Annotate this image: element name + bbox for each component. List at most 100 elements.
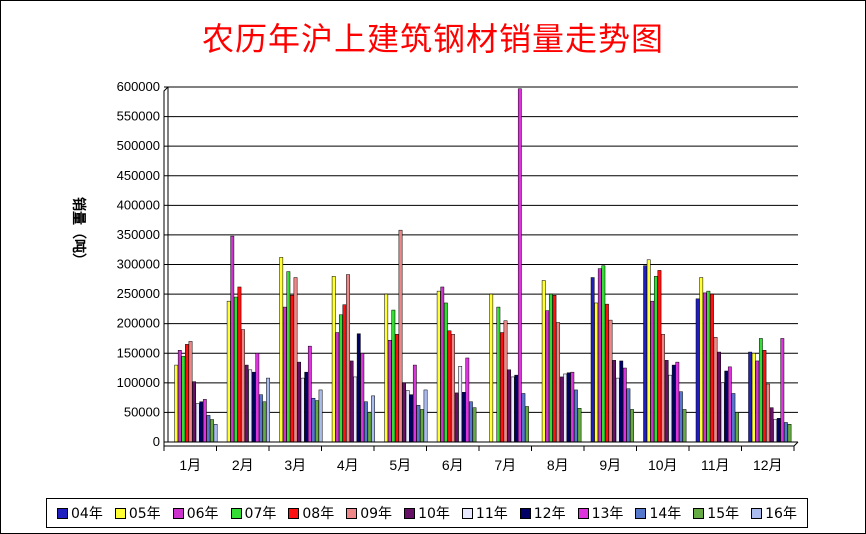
bar-08年-6月 [447,330,452,443]
legend-item: 10年 [404,503,450,523]
bar-06年-10月 [650,300,655,443]
legend-label: 14年 [649,506,682,522]
y-tick-label: 300000 [117,257,160,272]
bar-12年-3月 [304,371,309,443]
bar-09年-3月 [293,277,298,443]
bar-07年-8月 [548,293,553,443]
bar-05年-12月 [751,353,756,443]
bar-05年-6月 [436,290,441,443]
legend-label: 16年 [765,506,797,522]
bar-14年-9月 [626,388,631,443]
bar-09年-11月 [713,337,718,443]
legend-item: 13年 [577,503,623,523]
bar-08年-4月 [342,304,347,443]
bar-10年-9月 [612,360,616,443]
legend-item: 07年 [230,503,276,523]
bar-04年-9月 [590,277,595,443]
bar-08年-2月 [237,286,242,443]
bar-13年-8月 [570,371,575,443]
bar-09年-10月 [661,334,665,443]
bar-06年-8月 [545,310,550,443]
bar-11年-4月 [353,376,358,443]
legend-item: 05年 [114,503,161,523]
bar-12年-1月 [199,401,204,443]
x-tick-label: 5月 [389,457,411,473]
y-tick-label: 400000 [117,197,160,212]
bar-15年-6月 [472,407,477,443]
chart-title: 农历年沪上建筑钢材销量走势图 [201,20,664,58]
bar-11年-12月 [773,419,778,443]
x-tick-label: 8月 [547,457,569,473]
bar-10年-3月 [297,361,301,443]
bar-05年-7月 [489,293,494,443]
bar-05年-5月 [384,293,389,443]
bar-09年-8月 [556,322,560,443]
bar-05年-1月 [174,364,179,443]
bar-14年-6月 [469,401,473,443]
legend-label: 08年 [302,506,335,522]
bar-09年-5月 [398,229,403,443]
bar-12年-5月 [409,394,414,443]
bar-14年-1月 [206,415,211,443]
bar-07年-9月 [601,265,606,443]
bar-12年-7月 [514,374,519,443]
bar-06年-9月 [597,268,602,443]
bar-15年-12月 [787,424,792,443]
bar-10年-8月 [559,376,564,443]
legend-item: 09年 [346,503,392,523]
bar-09年-6月 [451,334,455,443]
bar-07年-4月 [338,314,343,443]
legend-label: 06年 [186,506,219,522]
bar-14年-4月 [364,401,368,443]
bar-10年-2月 [244,364,249,443]
bar-10年-6月 [454,392,459,443]
bar-11年-1月 [195,403,200,443]
gridlines [168,86,798,413]
legend-label: 15年 [707,506,740,522]
x-tick-label: 2月 [232,457,254,473]
y-tick-label: 250000 [117,286,160,301]
bar-15年-5月 [420,409,424,443]
bar-09年-4月 [346,274,350,443]
y-tick-label: 100000 [117,375,160,390]
bar-13年-2月 [255,353,260,443]
bar-12年-4月 [356,333,361,443]
bar-04年-12月 [748,351,753,443]
bar-06年-1月 [177,350,182,443]
x-tick-label: 12月 [753,457,783,473]
legend-label: 04年 [71,506,103,522]
bar-13年-3月 [307,345,312,443]
bar-16年-1月 [213,424,218,443]
bar-08年-10月 [657,270,662,443]
x-tick-label: 4月 [337,457,359,473]
legend-item: 06年 [172,503,219,523]
bar-11年-11月 [720,382,725,443]
legend-swatch [751,507,763,519]
bar-13年-9月 [622,367,627,443]
bar-12年-2月 [251,371,256,443]
legend-swatch [519,507,531,519]
legend-swatch [577,507,589,519]
bar-14年-2月 [259,394,263,443]
bar-08年-7月 [500,332,504,443]
y-tick-label: 200000 [117,316,160,331]
bar-07年-3月 [286,271,291,443]
bar-15年-2月 [262,401,267,443]
bar-08年-12月 [762,350,767,443]
floor-edge [793,441,799,447]
bar-04年-11月 [695,298,700,443]
bar-07年-6月 [443,302,448,443]
legend-item: 08年 [288,503,334,523]
bar-15年-1月 [210,419,214,443]
bar-14年-10月 [679,391,683,443]
bar-08年-9月 [605,303,609,443]
bar-11年-8月 [563,373,568,443]
bar-13年-1月 [202,399,207,443]
legend-item: 12年 [519,503,566,523]
bar-12年-9月 [619,360,624,443]
legend-label: 05年 [128,506,161,522]
bar-14年-11月 [731,393,736,443]
y-tick-labels: 0 50000 100000 150000 200000 250000 300000 3500… [117,79,160,449]
bar-09年-9月 [608,319,613,443]
bar-13年-4月 [360,353,365,443]
